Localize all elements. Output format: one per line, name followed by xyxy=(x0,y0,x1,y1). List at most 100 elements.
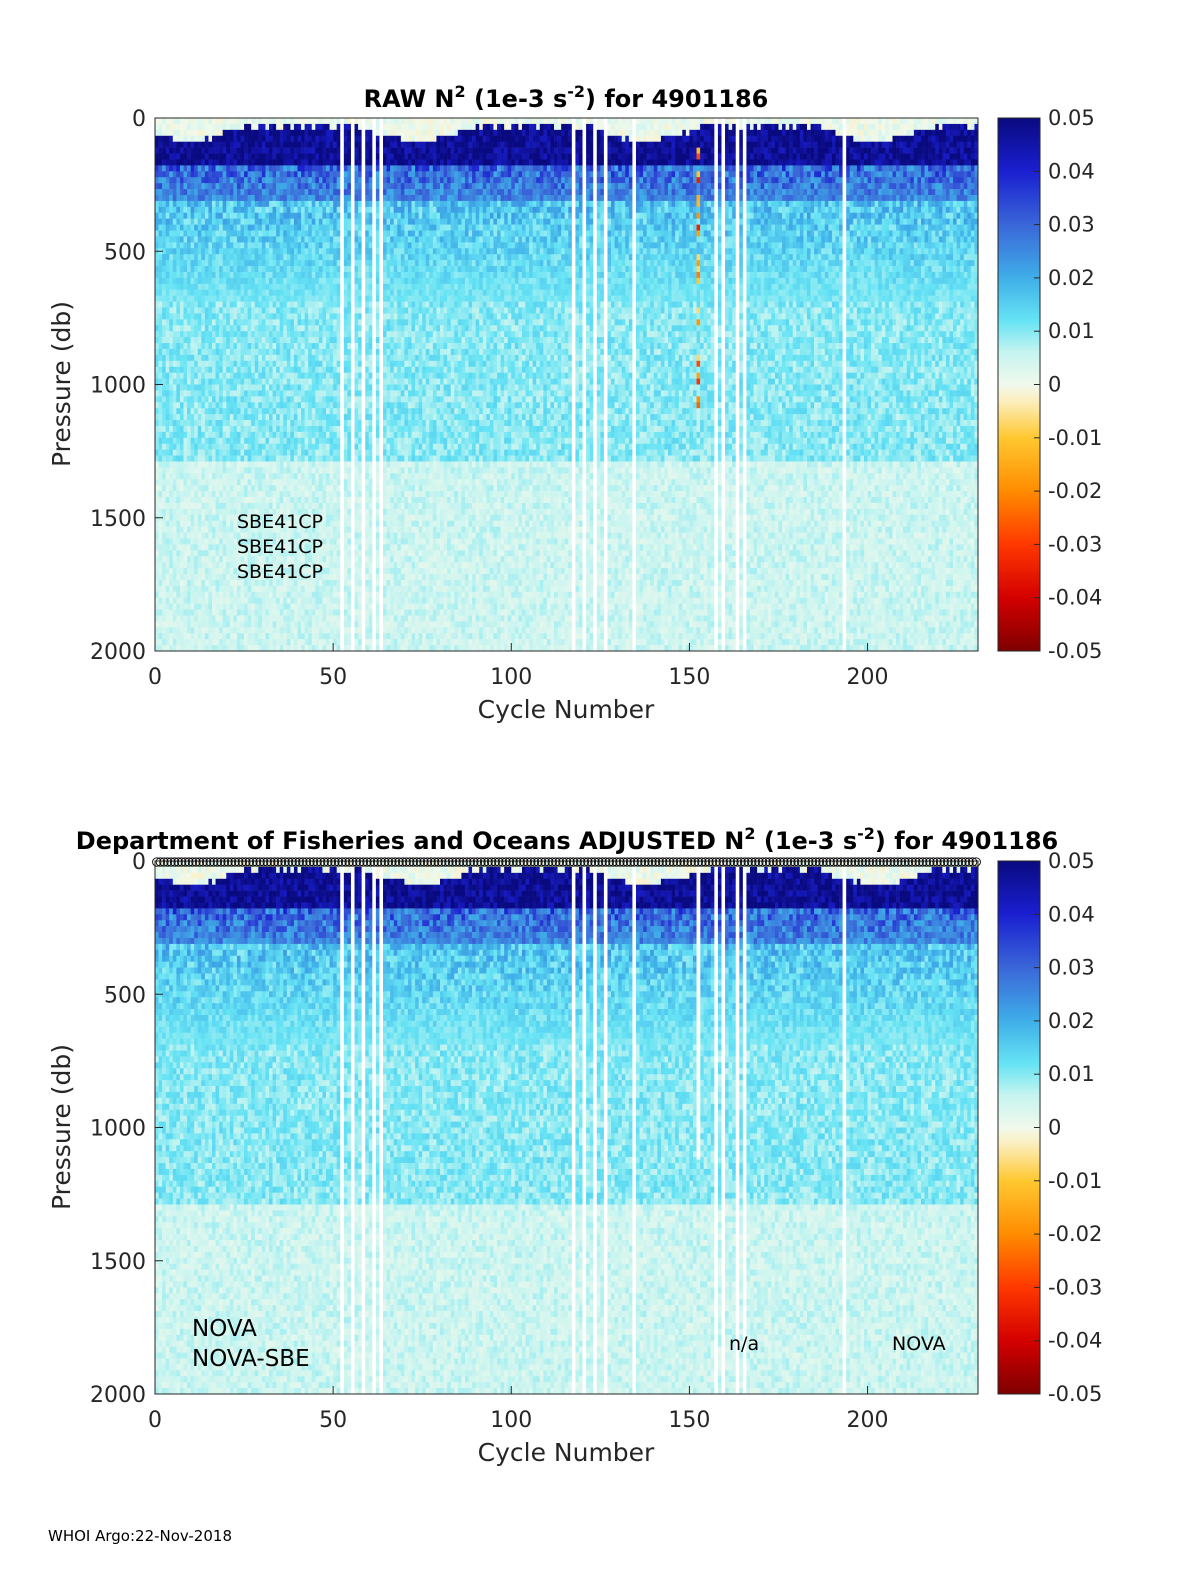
heatmap-cell xyxy=(258,379,262,385)
heatmap-cell xyxy=(205,491,209,497)
heatmap-cell xyxy=(187,361,191,367)
heatmap-cell xyxy=(205,562,209,568)
heatmap-cell xyxy=(262,302,266,308)
heatmap-cell xyxy=(184,337,188,343)
heatmap-cell xyxy=(223,313,227,319)
heatmap-cell xyxy=(280,165,284,171)
heatmap-cell xyxy=(241,142,245,148)
heatmap-cell xyxy=(226,621,230,627)
heatmap-cell xyxy=(198,645,202,651)
heatmap-cell xyxy=(269,497,273,503)
heatmap-cell xyxy=(248,373,252,379)
heatmap-cell xyxy=(194,236,198,242)
heatmap-cell xyxy=(166,201,170,207)
heatmap-cell xyxy=(216,343,220,349)
heatmap-cell xyxy=(223,189,227,195)
heatmap-cell xyxy=(276,189,280,195)
heatmap-cell xyxy=(258,503,262,509)
heatmap-cell xyxy=(244,266,248,272)
heatmap-cell xyxy=(226,586,230,592)
heatmap-cell xyxy=(169,130,173,136)
heatmap-cell xyxy=(184,313,188,319)
heatmap-cell xyxy=(201,373,205,379)
heatmap-cell xyxy=(269,207,273,213)
heatmap-cell xyxy=(173,521,177,527)
heatmap-cell xyxy=(216,438,220,444)
heatmap-cell xyxy=(187,278,191,284)
heatmap-cell xyxy=(287,201,291,207)
heatmap-cell xyxy=(226,645,230,651)
heatmap-cell xyxy=(184,426,188,432)
heatmap-cell xyxy=(223,284,227,290)
heatmap-cell xyxy=(265,367,269,373)
heatmap-cell xyxy=(212,177,216,183)
heatmap-cell xyxy=(248,503,252,509)
heatmap-cell xyxy=(223,319,227,325)
heatmap-cell xyxy=(194,426,198,432)
heatmap-cell xyxy=(180,509,184,515)
heatmap-cell xyxy=(258,272,262,278)
heatmap-cell xyxy=(212,527,216,533)
heatmap-cell xyxy=(280,118,284,124)
heatmap-cell xyxy=(241,195,245,201)
heatmap-cell xyxy=(269,195,273,201)
heatmap-cell xyxy=(187,473,191,479)
heatmap-cell xyxy=(276,313,280,319)
heatmap-cell xyxy=(194,450,198,456)
heatmap-cell xyxy=(212,319,216,325)
heatmap-cell xyxy=(233,302,237,308)
heatmap-cell xyxy=(219,124,223,130)
heatmap-cell xyxy=(208,592,212,598)
heatmap-cell xyxy=(201,438,205,444)
heatmap-cell xyxy=(233,604,237,610)
heatmap-cell xyxy=(216,426,220,432)
heatmap-cell xyxy=(248,183,252,189)
heatmap-cell xyxy=(155,118,159,124)
heatmap-cell xyxy=(191,568,195,574)
heatmap-cell xyxy=(251,248,255,254)
heatmap-cell xyxy=(265,373,269,379)
heatmap-cell xyxy=(216,254,220,260)
heatmap-cell xyxy=(244,426,248,432)
heatmap-cell xyxy=(176,148,180,154)
heatmap-cell xyxy=(223,136,227,142)
heatmap-cell xyxy=(219,349,223,355)
heatmap-cell xyxy=(155,236,159,242)
heatmap-cell xyxy=(205,615,209,621)
heatmap-cell xyxy=(173,367,177,373)
heatmap-cell xyxy=(201,432,205,438)
heatmap-cell xyxy=(265,189,269,195)
heatmap-cell xyxy=(194,124,198,130)
heatmap-cell xyxy=(276,473,280,479)
heatmap-cell xyxy=(223,521,227,527)
heatmap-cell xyxy=(251,379,255,385)
heatmap-cell xyxy=(166,254,170,260)
heatmap-cell xyxy=(230,426,234,432)
heatmap-cell xyxy=(276,491,280,497)
heatmap-cell xyxy=(191,627,195,633)
heatmap-cell xyxy=(244,302,248,308)
heatmap-cell xyxy=(276,284,280,290)
heatmap-cell xyxy=(212,580,216,586)
heatmap-cell xyxy=(159,148,163,154)
heatmap-cell xyxy=(176,586,180,592)
heatmap-cell xyxy=(180,503,184,509)
heatmap-cell xyxy=(166,319,170,325)
heatmap-cell xyxy=(194,207,198,213)
heatmap-cell xyxy=(223,527,227,533)
heatmap-cell xyxy=(230,177,234,183)
heatmap-cell xyxy=(191,272,195,278)
heatmap-cell xyxy=(258,225,262,231)
heatmap-cell xyxy=(191,574,195,580)
heatmap-cell xyxy=(244,639,248,645)
heatmap-cell xyxy=(273,615,277,621)
heatmap-cell xyxy=(223,302,227,308)
heatmap-cell xyxy=(208,124,212,130)
heatmap-cell xyxy=(166,367,170,373)
heatmap-cell xyxy=(283,432,287,438)
heatmap-cell xyxy=(283,142,287,148)
heatmap-cell xyxy=(184,420,188,426)
heatmap-cell xyxy=(212,337,216,343)
heatmap-cell xyxy=(280,396,284,402)
heatmap-cell xyxy=(244,604,248,610)
